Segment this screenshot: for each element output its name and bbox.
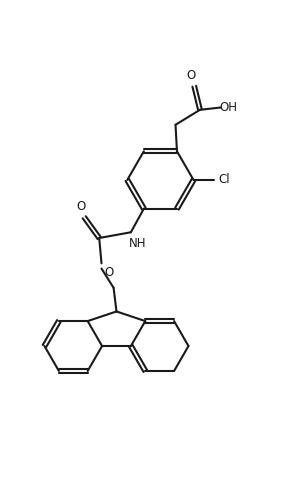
Text: O: O [186, 69, 195, 82]
Text: O: O [104, 266, 113, 279]
Text: Cl: Cl [218, 174, 230, 186]
Text: NH: NH [129, 237, 147, 250]
Text: OH: OH [220, 101, 238, 114]
Text: O: O [76, 200, 85, 213]
